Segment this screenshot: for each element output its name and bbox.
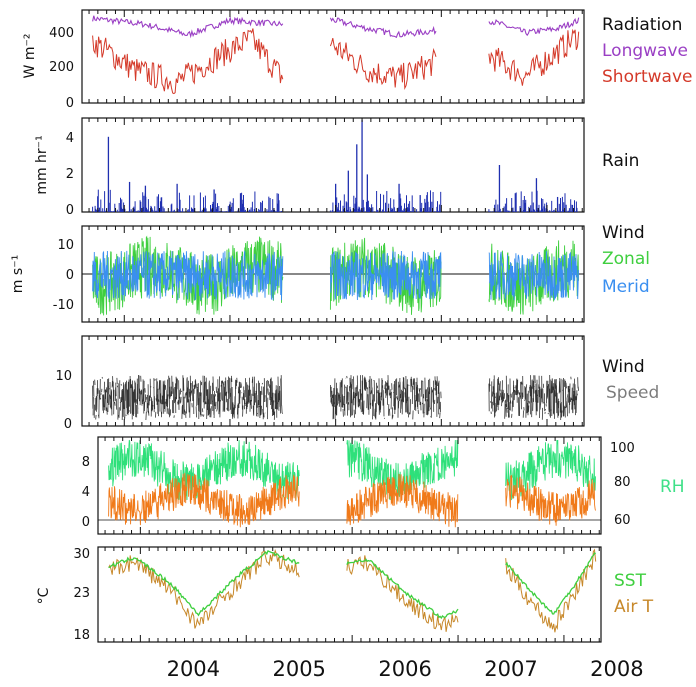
orange-line-2 (505, 475, 596, 526)
year-label-2008: 2008 (590, 657, 643, 681)
wind-ytick-10: 10 (57, 238, 74, 253)
radiation-panel: W m⁻² 400 200 0 Radiation Longwave Short… (22, 9, 692, 111)
radiation-data (92, 15, 580, 95)
wind-speed-frame (81, 335, 585, 427)
merid-line-0 (92, 250, 284, 301)
year-label-2006: 2006 (378, 657, 431, 681)
orange-line-1 (346, 473, 459, 528)
rain-bars-0 (92, 189, 282, 212)
shortwave-line-2 (488, 28, 580, 86)
radiation-ytick-0: 0 (66, 96, 74, 111)
wind-speed-title: Wind (602, 357, 645, 377)
rain-data (92, 119, 579, 212)
rain-panel: mm hr⁻¹ 4 2 0 Rain (34, 117, 639, 218)
year-label-2005: 2005 (272, 657, 325, 681)
speed-label: Speed (606, 383, 659, 403)
airt-line-1 (346, 555, 459, 632)
x-ticks-panel-2 (88, 118, 583, 212)
humidity-panel: 8 4 0 100 80 60 RH (82, 436, 685, 535)
speed-line-0 (92, 374, 283, 421)
merid-line-2 (488, 251, 579, 301)
radiation-ylabel: W m⁻² (22, 34, 38, 79)
airt-line-0 (108, 549, 300, 629)
temperature-data (108, 548, 597, 633)
radiation-title: Radiation (602, 15, 682, 35)
temperature-ylabel: °C (36, 587, 52, 604)
x-axis: 2004 2005 2006 2007 2008 (167, 657, 644, 681)
temp-ytick-18: 18 (73, 628, 90, 643)
shortwave-label: Shortwave (602, 67, 692, 87)
hum-ltick-8: 8 (82, 455, 90, 470)
shortwave-line-0 (92, 28, 284, 95)
x-ticks-panel-5 (104, 437, 600, 534)
sst-line-2 (505, 552, 597, 615)
rain-label: Rain (602, 151, 639, 171)
year-label-2004: 2004 (167, 657, 220, 681)
sst-label: SST (614, 571, 647, 591)
radiation-ytick-200: 200 (49, 60, 74, 75)
sst-line-0 (108, 550, 300, 617)
merid-label: Merid (602, 277, 650, 297)
x-ticks-panel-3 (88, 226, 583, 322)
airt-label: Air T (614, 597, 654, 617)
rain-ylabel: mm hr⁻¹ (34, 135, 50, 194)
longwave-line-1 (329, 17, 437, 39)
temperature-panel: °C 30 23 18 SST Air T (36, 546, 654, 643)
x-ticks-panel-4 (88, 336, 583, 426)
rain-ytick-4: 4 (66, 131, 74, 146)
wind-speed-data (92, 374, 579, 421)
airt-line-2 (505, 548, 597, 633)
year-label-2007: 2007 (484, 657, 537, 681)
wind-ytick-minus10: -10 (53, 298, 74, 313)
rh-line-0 (108, 439, 300, 501)
wind-components-data (92, 235, 579, 316)
radiation-frame (81, 9, 585, 104)
temperature-frame (97, 546, 602, 643)
hum-rtick-80: 80 (614, 475, 631, 490)
zonal-label: Zonal (602, 249, 650, 269)
speed-ytick-0: 0 (64, 417, 72, 432)
hum-ltick-4: 4 (82, 485, 90, 500)
x-ticks-panel-6 (104, 547, 600, 642)
sst-line-1 (346, 558, 459, 620)
rain-ytick-2: 2 (66, 167, 74, 182)
orange-line-0 (108, 472, 300, 528)
speed-line-2 (488, 374, 579, 421)
speed-line-1 (330, 375, 442, 420)
wind-components-panel: m s⁻¹ 10 0 -10 Wind Zonal Merid (10, 223, 650, 323)
shortwave-line-1 (329, 37, 437, 91)
humidity-frame (97, 436, 602, 535)
wind-title: Wind (602, 223, 645, 243)
longwave-label: Longwave (602, 41, 688, 61)
radiation-ytick-400: 400 (49, 26, 74, 41)
hum-rtick-100: 100 (610, 441, 635, 456)
x-ticks-panel-1 (88, 10, 583, 103)
wind-speed-panel: 10 0 Wind Speed (55, 335, 659, 432)
speed-ytick-10: 10 (55, 369, 72, 384)
merid-line-1 (329, 250, 442, 301)
wind-ytick-0: 0 (66, 268, 74, 283)
longwave-line-2 (488, 17, 580, 37)
rh-label: RH (660, 477, 685, 497)
rain-ytick-0: 0 (66, 203, 74, 218)
temp-ytick-23: 23 (73, 586, 90, 601)
humidity-data (108, 439, 596, 528)
wind-components-ylabel: m s⁻¹ (10, 255, 26, 293)
temp-ytick-30: 30 (73, 547, 90, 562)
hum-ltick-0: 0 (82, 515, 90, 530)
hum-rtick-60: 60 (614, 513, 631, 528)
longwave-line-0 (92, 15, 284, 39)
